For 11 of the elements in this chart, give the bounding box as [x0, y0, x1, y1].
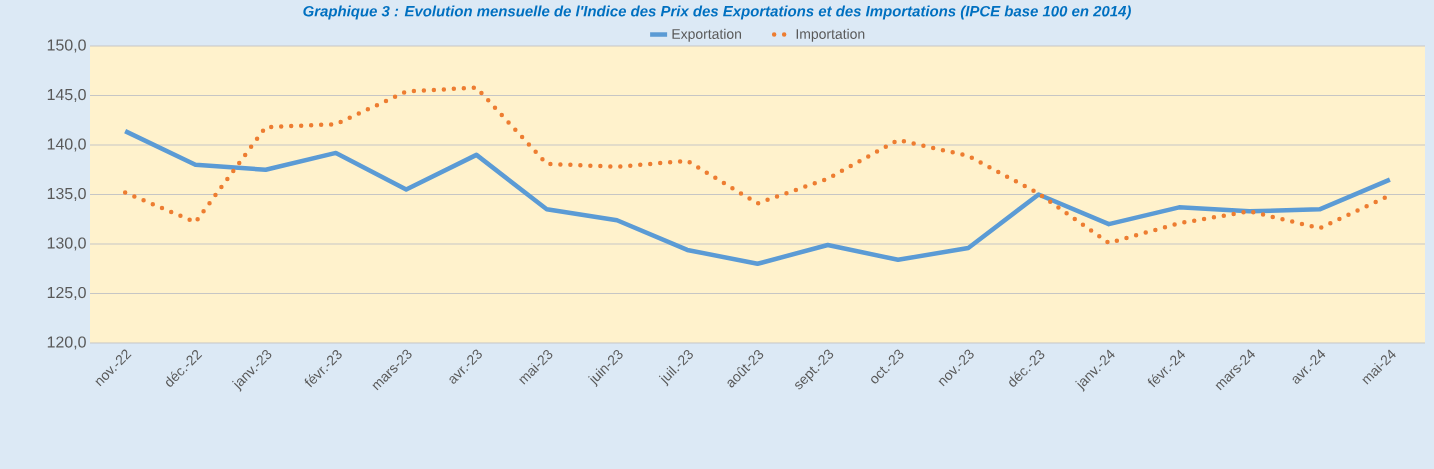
y-tick-label: 145,0 [47, 88, 86, 103]
y-tick-label: 140,0 [47, 138, 86, 152]
y-tick-label: 120,0 [47, 336, 86, 350]
y-tick-label: 150,0 [47, 39, 86, 53]
legend-label: Importation [796, 28, 865, 42]
line-series [122, 128, 1393, 267]
y-tick-label: 130,0 [47, 237, 86, 251]
chart-title: Graphique 3 : Evolution mensuelle de l'Indice des Prix des Exportations et des Importations (IPCE base 100 en 2014) [303, 5, 1131, 20]
legend-label: Exportation [672, 28, 742, 42]
y-tick-label: 125,0 [47, 286, 86, 301]
y-tick-label: 135,0 [47, 187, 86, 202]
